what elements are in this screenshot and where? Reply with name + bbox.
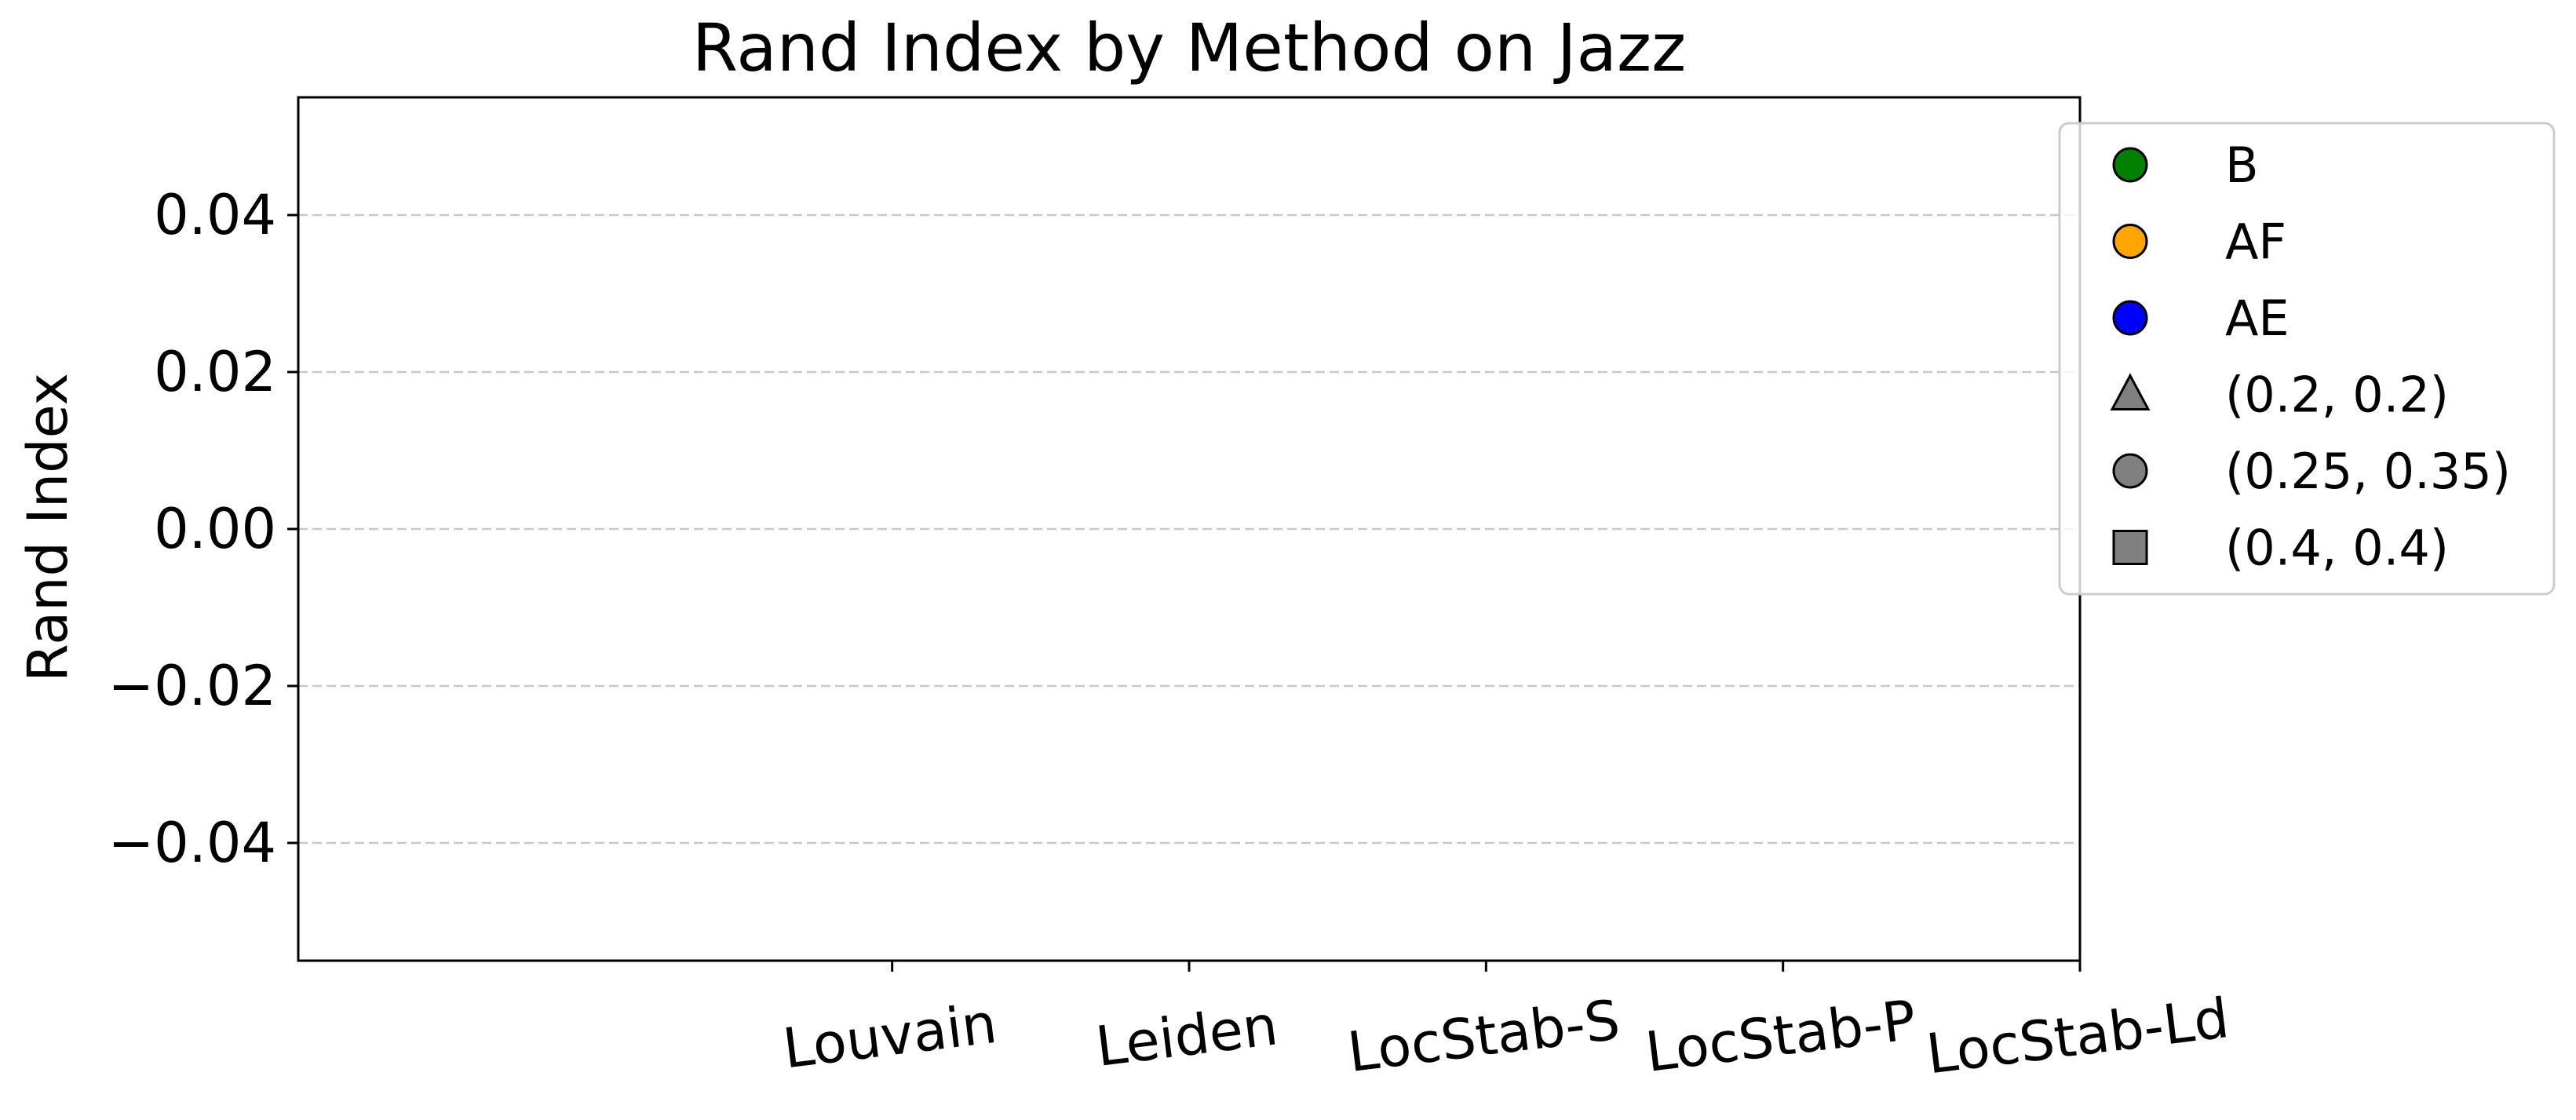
legend-label: (0.2, 0.2) bbox=[2225, 367, 2449, 424]
legend-entry: AF bbox=[2112, 213, 2286, 271]
y-tick-label: −0.04 bbox=[108, 811, 276, 875]
legend-entry: AE bbox=[2112, 290, 2290, 347]
y-tick-label: 0.00 bbox=[154, 497, 276, 561]
x-tick-label: Louvain bbox=[779, 991, 1000, 1082]
x-tick-label: LocStab-P bbox=[1642, 987, 1919, 1085]
legend-marker-square bbox=[2112, 530, 2148, 565]
legend-label: (0.4, 0.4) bbox=[2225, 520, 2449, 577]
y-tick-label: −0.02 bbox=[108, 654, 276, 718]
legend-entry: (0.4, 0.4) bbox=[2112, 520, 2449, 577]
gridlines bbox=[298, 213, 2080, 845]
chart-title: Rand Index by Method on Jazz bbox=[692, 9, 1686, 86]
x-ticks: Louvain Leiden LocStab-S LocStab-P LocStab-L… bbox=[779, 961, 2232, 1086]
legend-label: (0.25, 0.35) bbox=[2225, 443, 2511, 500]
legend-marker-circle bbox=[2112, 300, 2148, 336]
legend-marker-circle bbox=[2112, 453, 2148, 489]
legend-marker-triangle bbox=[2110, 373, 2151, 410]
x-tick-label: LocStab-Ld bbox=[1923, 986, 2232, 1087]
y-tick-label: 0.04 bbox=[154, 183, 276, 247]
x-tick-label: Leiden bbox=[1093, 993, 1281, 1079]
legend-marker-circle bbox=[2112, 147, 2148, 183]
y-ticks: 0.04 0.02 0.00 −0.02 −0.04 bbox=[108, 183, 298, 875]
y-axis-label: Rand Index bbox=[16, 373, 80, 682]
legend-entry: B bbox=[2112, 137, 2259, 194]
y-tick-label: 0.02 bbox=[154, 340, 276, 404]
legend-entry: (0.2, 0.2) bbox=[2110, 367, 2449, 424]
legend-label: AE bbox=[2225, 290, 2290, 347]
legend-box bbox=[2058, 122, 2556, 596]
legend-entry: (0.25, 0.35) bbox=[2112, 443, 2511, 500]
x-tick-label: LocStab-S bbox=[1345, 987, 1623, 1085]
legend-marker-circle bbox=[2112, 224, 2148, 259]
legend-label: AF bbox=[2225, 213, 2286, 271]
legend: B AF AE (0.2, 0.2) (0.25, 0.35) (0.4, 0.4) bbox=[2058, 122, 2556, 596]
legend-entries: B AF AE (0.2, 0.2) (0.25, 0.35) (0.4, 0.4) bbox=[2110, 137, 2511, 577]
legend-label: B bbox=[2225, 137, 2259, 194]
